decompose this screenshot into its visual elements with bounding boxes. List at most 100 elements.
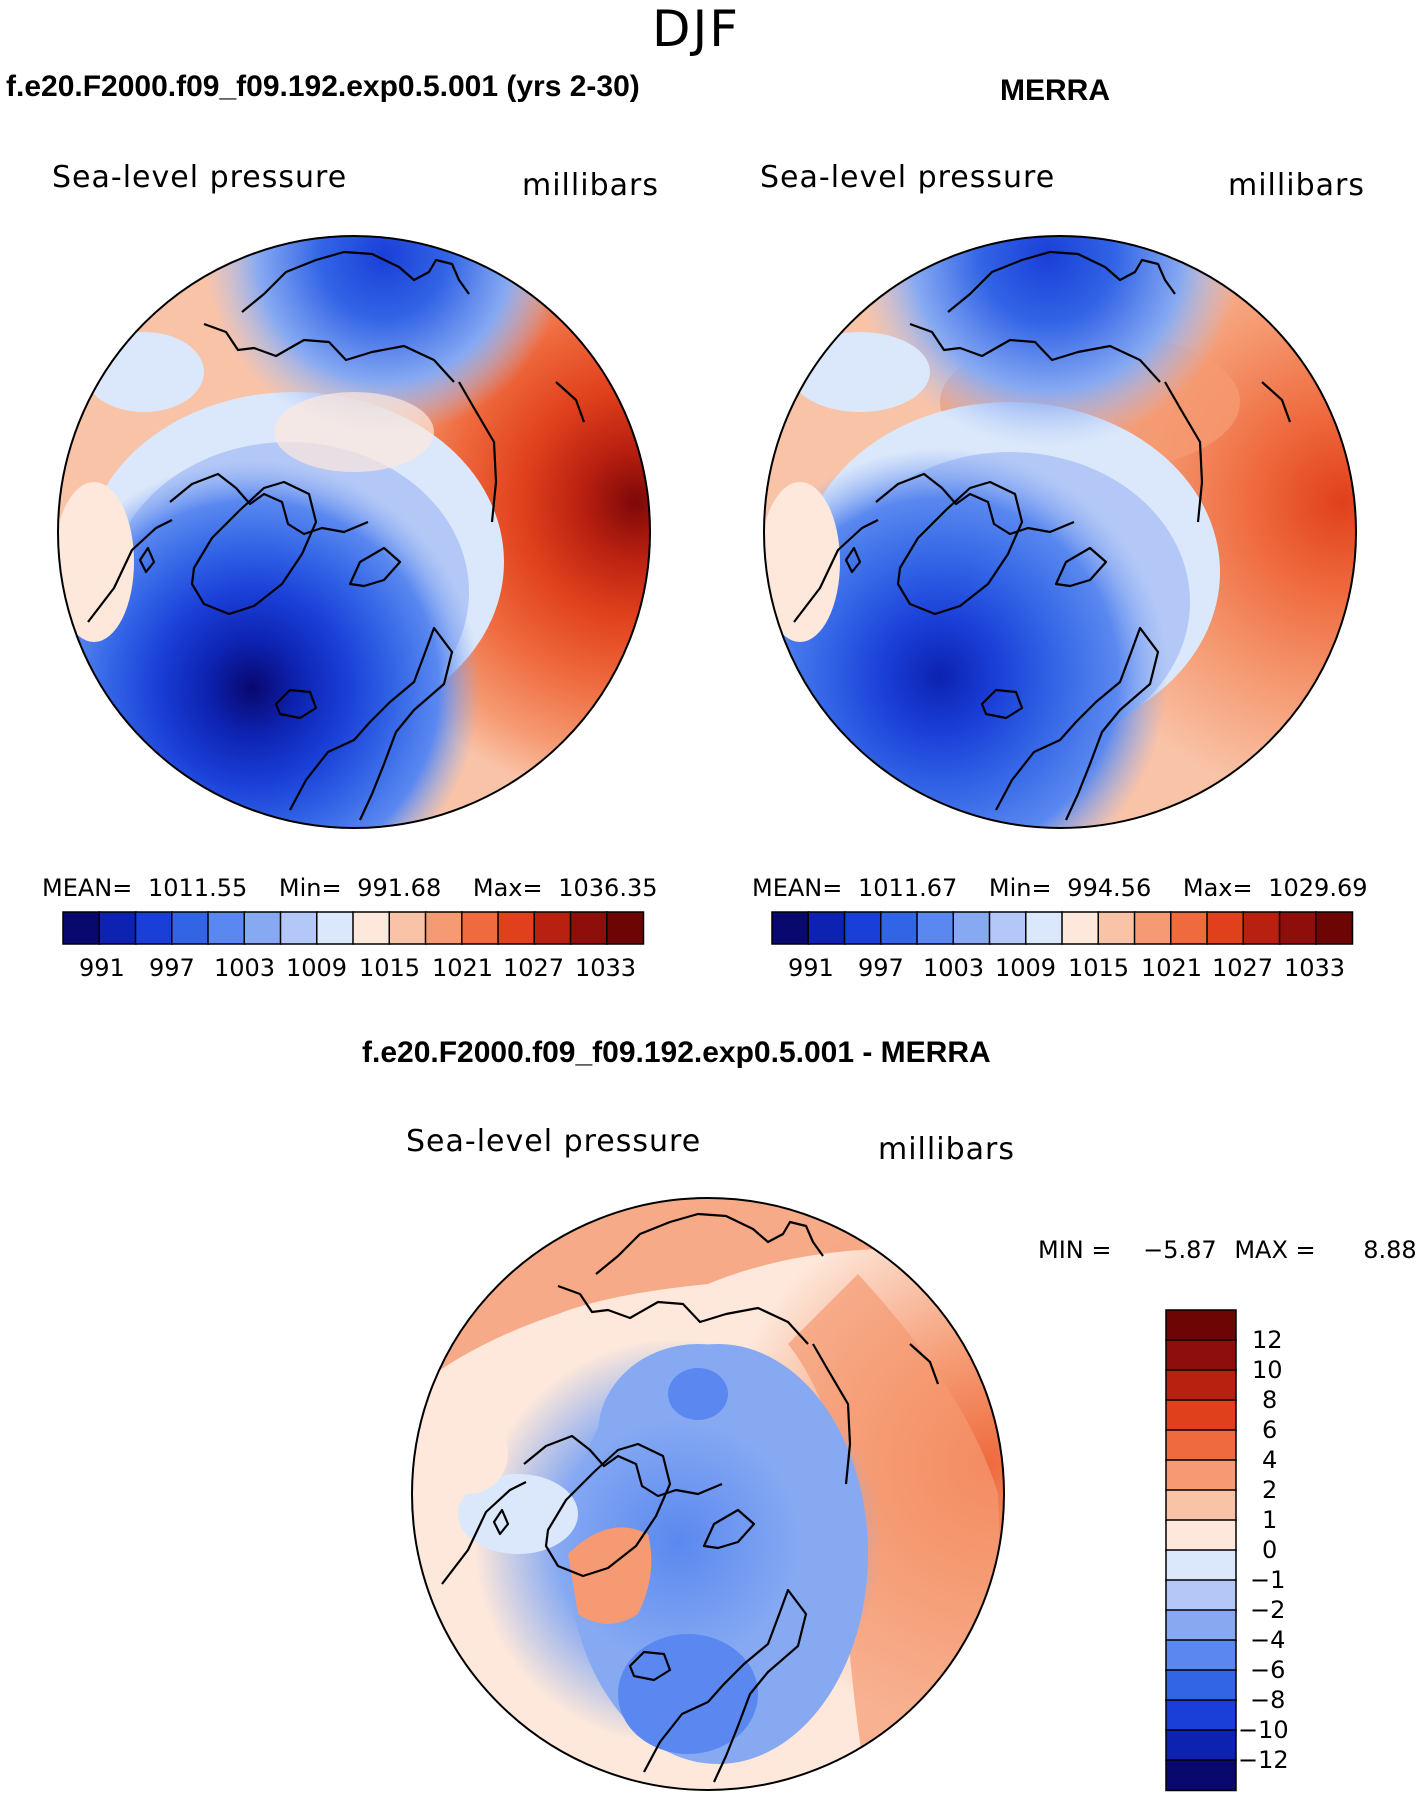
colorbar-tick-label: −8 [1250, 1686, 1286, 1714]
panel-1-min-value: 991.68 [357, 874, 442, 902]
colorbar-swatch [1206, 911, 1245, 945]
colorbar-tick-label: 1009 [286, 954, 348, 982]
colorbar-swatch [1165, 1459, 1237, 1492]
colorbar-swatch [1165, 1549, 1237, 1582]
colorbar-swatch [771, 911, 810, 945]
colorbar-tick-label: 1033 [1284, 954, 1346, 982]
diff-max-value: 8.88 [1363, 1236, 1417, 1264]
panel-2-mean-label: MEAN= [752, 874, 843, 902]
colorbar-tick-label: 991 [788, 954, 834, 982]
colorbar-swatch [1278, 911, 1317, 945]
panel-2-stats: MEAN= 1011.67 Min= 994.56 Max= 1029.69 [752, 874, 1367, 902]
colorbar-swatch [1061, 911, 1100, 945]
colorbar-tick-label: 991 [79, 954, 125, 982]
panel-2-mean-value: 1011.67 [858, 874, 958, 902]
colorbar-tick-label: 0 [1262, 1536, 1278, 1564]
colorbar-tick-label: 1027 [503, 954, 565, 982]
colorbar-swatch [98, 911, 137, 945]
colorbar-swatch [606, 911, 645, 945]
colorbar-swatch [207, 911, 246, 945]
colorbar-tick-label: 1003 [923, 954, 985, 982]
colorbar-tick-label: −6 [1250, 1656, 1286, 1684]
panel-1-units: millibars [522, 168, 659, 203]
panel-1-map [57, 235, 651, 829]
diff-min-value: −5.87 [1143, 1236, 1217, 1264]
colorbar-tick-label: 1015 [359, 954, 421, 982]
colorbar-swatch [388, 911, 427, 945]
colorbar-swatch [1165, 1339, 1237, 1372]
colorbar-swatch [279, 911, 318, 945]
colorbar-swatch [171, 911, 210, 945]
colorbar-tick-label: 6 [1262, 1416, 1278, 1444]
colorbar-tick-label: 1015 [1068, 954, 1130, 982]
colorbar-tick-label: 10 [1252, 1356, 1283, 1384]
diff-variable: Sea-level pressure [406, 1124, 702, 1159]
colorbar-swatch [1242, 911, 1281, 945]
colorbar-swatch [1165, 1489, 1237, 1522]
panel-1-mean-value: 1011.55 [148, 874, 248, 902]
panel-2-max-value: 1029.69 [1268, 874, 1368, 902]
panel-1-variable: Sea-level pressure [52, 160, 348, 195]
colorbar-tick-label: 997 [858, 954, 904, 982]
colorbar-swatch [1165, 1309, 1237, 1342]
colorbar-tick-label: 8 [1262, 1386, 1278, 1414]
panel-2-variable: Sea-level pressure [760, 160, 1056, 195]
panel-1-mean-label: MEAN= [42, 874, 133, 902]
panel-1-max-label: Max= [472, 874, 543, 902]
colorbar-swatch [424, 911, 463, 945]
colorbar-swatch [1165, 1699, 1237, 1732]
colorbar-swatch [134, 911, 173, 945]
colorbar-tick-label: 1 [1262, 1506, 1278, 1534]
panel-2-title: MERRA [1000, 74, 1110, 107]
colorbar-swatch [62, 911, 101, 945]
colorbar-tick-label: 4 [1262, 1446, 1278, 1474]
panel-2-max-label: Max= [1182, 874, 1253, 902]
colorbar-swatch [316, 911, 355, 945]
colorbar-swatch [533, 911, 572, 945]
colorbar-tick-label: 1003 [214, 954, 276, 982]
colorbar-swatch [243, 911, 282, 945]
colorbar-swatch [1133, 911, 1172, 945]
colorbar-tick-label: 1021 [432, 954, 494, 982]
panel-2-min-value: 994.56 [1067, 874, 1152, 902]
panel-1-title: f.e20.F2000.f09_f09.192.exp0.5.001 (yrs … [6, 70, 640, 103]
colorbar-swatch [569, 911, 608, 945]
colorbar-swatch [1170, 911, 1209, 945]
panel-2-colorbar [771, 911, 1354, 945]
colorbar-swatch [1025, 911, 1064, 945]
colorbar-tick-label: 12 [1252, 1326, 1283, 1354]
colorbar-tick-label: 1021 [1141, 954, 1203, 982]
colorbar-swatch [1165, 1609, 1237, 1642]
colorbar-swatch [843, 911, 882, 945]
colorbar-swatch [807, 911, 846, 945]
panel-2-min-label: Min= [988, 874, 1052, 902]
colorbar-tick-label: −2 [1250, 1596, 1286, 1624]
colorbar-tick-label: 1027 [1212, 954, 1274, 982]
colorbar-swatch [1097, 911, 1136, 945]
colorbar-tick-label: 1009 [995, 954, 1057, 982]
panel-1-stats: MEAN= 1011.55 Min= 991.68 Max= 1036.35 [42, 874, 657, 902]
colorbar-swatch [1165, 1399, 1237, 1432]
colorbar-swatch [988, 911, 1027, 945]
colorbar-swatch [497, 911, 536, 945]
colorbar-swatch [880, 911, 919, 945]
colorbar-swatch [916, 911, 955, 945]
diff-stats: MIN = −5.87 MAX = 8.88 [1038, 1236, 1417, 1264]
colorbar-swatch [1165, 1729, 1237, 1762]
diff-colorbar [1165, 1309, 1237, 1792]
colorbar-swatch [352, 911, 391, 945]
colorbar-swatch [461, 911, 500, 945]
colorbar-tick-label: −12 [1238, 1746, 1289, 1774]
colorbar-tick-label: 2 [1262, 1476, 1278, 1504]
colorbar-swatch [1165, 1429, 1237, 1462]
diff-min-label: MIN = [1038, 1236, 1112, 1264]
colorbar-swatch [1165, 1369, 1237, 1402]
diff-map [411, 1197, 1005, 1791]
colorbar-swatch [1315, 911, 1354, 945]
season-title: DJF [652, 0, 741, 58]
panel-2-map [763, 235, 1357, 829]
colorbar-tick-label: 997 [149, 954, 195, 982]
diff-units: millibars [878, 1132, 1015, 1167]
colorbar-swatch [1165, 1519, 1237, 1552]
panel-1-min-label: Min= [278, 874, 342, 902]
